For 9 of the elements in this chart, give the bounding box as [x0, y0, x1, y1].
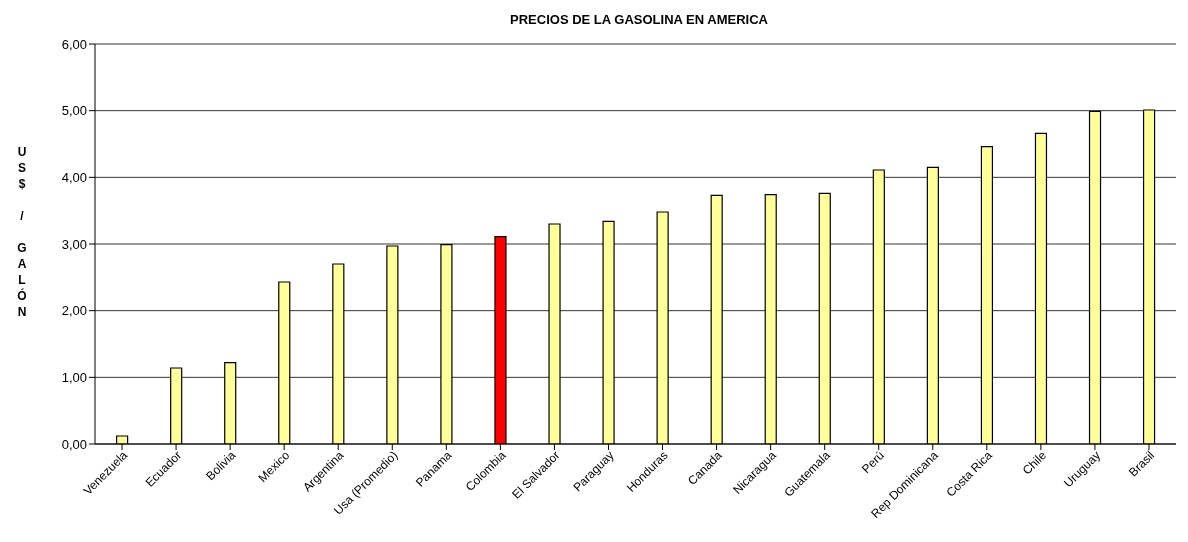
text: US$ / GALÓN — [17, 145, 27, 319]
y-tick-label: 2,00 — [61, 303, 87, 319]
y-tick-label: 6,00 — [61, 36, 87, 52]
chart-title: PRECIOS DE LA GASOLINA EN AMERICA — [509, 11, 769, 29]
y-tick-label: 5,00 — [61, 103, 87, 119]
y-tick-label: 1,00 — [61, 369, 87, 385]
y-tick-label: 4,00 — [61, 169, 87, 185]
y-tick-label: 0,00 — [61, 436, 87, 452]
y-tick-label: 3,00 — [61, 236, 87, 252]
